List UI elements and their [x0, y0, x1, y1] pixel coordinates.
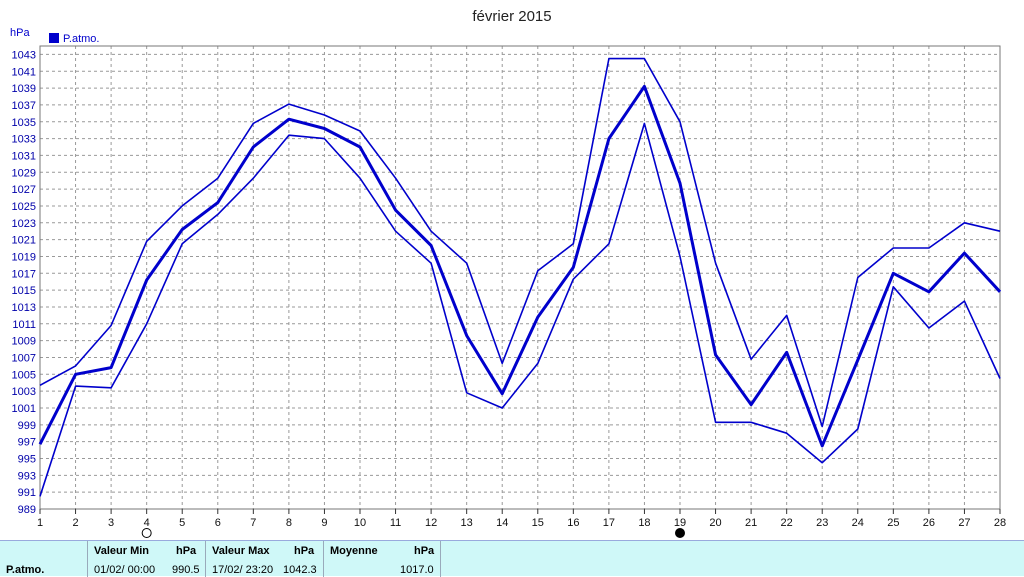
x-tick-label: 25	[887, 517, 899, 529]
y-tick-label: 995	[18, 453, 36, 465]
y-axis-unit-label: hPa	[10, 27, 30, 39]
x-tick-label: 19	[674, 517, 686, 529]
stats-max-cell: Valeur Max hPa 17/02/ 23:20 1042.3	[206, 541, 324, 577]
x-tick-label: 23	[816, 517, 828, 529]
y-tick-label: 1007	[12, 352, 36, 364]
stats-panel: P.atmo. Valeur Min hPa 01/02/ 00:00 990.…	[0, 540, 1024, 577]
x-tick-label: 20	[709, 517, 721, 529]
x-tick-label: 14	[496, 517, 508, 529]
y-tick-label: 1009	[12, 336, 36, 348]
x-tick-label: 21	[745, 517, 757, 529]
x-tick-label: 1	[37, 517, 43, 529]
y-tick-label: 1029	[12, 167, 36, 179]
x-tick-label: 8	[286, 517, 292, 529]
y-tick-label: 999	[18, 420, 36, 432]
stats-max-unit: hPa	[294, 545, 315, 557]
y-tick-label: 1003	[12, 386, 36, 398]
stats-min-header: Valeur Min	[94, 545, 150, 557]
x-tick-label: 11	[390, 517, 401, 529]
stats-min-unit: hPa	[176, 545, 197, 557]
x-tick-label: 9	[321, 517, 327, 529]
legend-label: P.atmo.	[63, 33, 100, 45]
x-tick-label: 6	[215, 517, 221, 529]
y-tick-label: 1001	[12, 403, 36, 415]
new-moon-icon	[675, 528, 685, 538]
y-tick-label: 1033	[12, 134, 36, 146]
y-tick-label: 1005	[12, 369, 36, 381]
pressure-chart: février 2015 hPa P.atmo. 989991993995997…	[10, 8, 1006, 538]
legend-swatch	[49, 33, 59, 43]
y-tick-label: 991	[18, 487, 36, 499]
y-tick-label: 1027	[12, 184, 36, 196]
stats-min-datetime: 01/02/ 00:00	[94, 564, 156, 576]
y-tick-label: 1019	[12, 251, 36, 263]
stats-mean-header: Moyenne	[330, 545, 378, 557]
plot-area	[39, 45, 1001, 510]
x-tick-label: 22	[781, 517, 793, 529]
x-tick-label: 3	[108, 517, 114, 529]
full-moon-icon	[141, 528, 152, 538]
y-tick-label: 1043	[12, 49, 36, 61]
x-tick-label: 26	[923, 517, 935, 529]
x-tick-label: 24	[852, 517, 864, 529]
stats-min-value: 990.5	[172, 564, 200, 576]
y-axis-ticks: 989 991 993 995 997 999 1001 1003 1005 1007 1009 10…	[12, 49, 36, 516]
x-tick-label: 17	[603, 517, 615, 529]
stats-max-value: 1042.3	[283, 564, 317, 576]
y-tick-label: 1015	[12, 285, 36, 297]
stats-mean-value: 1017.0	[400, 564, 434, 576]
x-tick-label: 7	[250, 517, 256, 529]
y-tick-label: 1021	[12, 235, 36, 247]
x-tick-label: 15	[532, 517, 544, 529]
series-line-max	[39, 57, 1001, 428]
stats-row-label: P.atmo.	[6, 564, 45, 576]
y-tick-label: 993	[18, 470, 36, 482]
series-line-min	[39, 122, 1001, 497]
moon-phase-markers	[141, 528, 685, 538]
y-tick-label: 997	[18, 437, 36, 449]
stats-row-label-cell: P.atmo.	[0, 541, 88, 577]
y-tick-label: 1025	[12, 201, 36, 213]
y-tick-label: 1023	[12, 218, 36, 230]
y-tick-label: 1037	[12, 100, 36, 112]
y-tick-label: 1013	[12, 302, 36, 314]
y-tick-label: 989	[18, 504, 36, 516]
x-tick-label: 4	[144, 517, 150, 529]
x-tick-label: 16	[567, 517, 579, 529]
y-tick-label: 1011	[12, 319, 36, 331]
x-tick-label: 12	[425, 517, 437, 529]
chart-title: février 2015	[472, 8, 551, 25]
x-tick-label: 18	[638, 517, 650, 529]
grid-lines	[39, 46, 1001, 510]
series-line-mean	[38, 84, 1002, 448]
series-lines	[38, 57, 1002, 497]
stats-max-datetime: 17/02/ 23:20	[212, 564, 274, 576]
y-tick-label: 1039	[12, 83, 36, 95]
x-tick-label: 5	[179, 517, 185, 529]
x-tick-label: 28	[994, 517, 1006, 529]
y-tick-label: 1041	[12, 66, 36, 78]
x-tick-label: 10	[354, 517, 366, 529]
y-tick-label: 1035	[12, 117, 36, 129]
stats-max-header: Valeur Max	[212, 545, 270, 557]
x-tick-label: 27	[958, 517, 970, 529]
stats-mean-cell: Moyenne hPa 1017.0	[324, 541, 441, 577]
stats-mean-unit: hPa	[414, 545, 435, 557]
y-tick-label: 1031	[12, 150, 36, 162]
x-tick-label: 13	[461, 517, 473, 529]
x-tick-label: 2	[72, 517, 78, 529]
stats-min-cell: Valeur Min hPa 01/02/ 00:00 990.5	[88, 541, 206, 577]
x-axis-ticks: 1 2 3 4 5 6 7 8 9 10 11 12 13 14 15 16 17 18 19 20 21 22 23 24 2…	[37, 509, 1006, 529]
y-tick-label: 1017	[12, 268, 36, 280]
